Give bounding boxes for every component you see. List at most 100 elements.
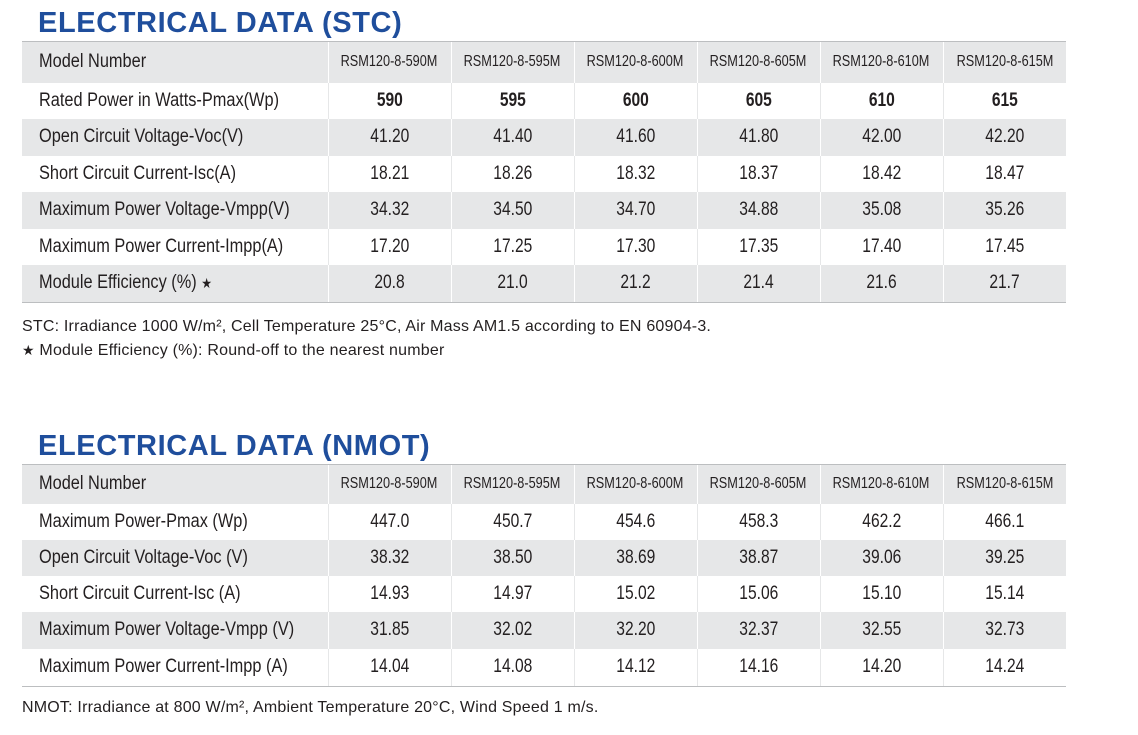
stc-cell: 41.20 bbox=[327, 118, 451, 156]
nmot-model-header: RSM120-8-590M bbox=[327, 464, 451, 504]
stc-row-label: Rated Power in Watts-Pmax(Wp) bbox=[39, 89, 280, 111]
nmot-cell: 38.69 bbox=[573, 539, 697, 576]
nmot-row-impp: Maximum Power Current-Impp (A) 14.04 14.… bbox=[22, 648, 1066, 687]
nmot-model-header: RSM120-8-615M bbox=[942, 464, 1066, 504]
nmot-title: ELECTRICAL DATA (NMOT) bbox=[38, 430, 431, 462]
stc-cell: 34.32 bbox=[327, 191, 451, 229]
nmot-cell: 15.06 bbox=[696, 575, 820, 612]
stc-cell: 615 bbox=[942, 82, 1066, 119]
nmot-row-label: Short Circuit Current-Isc (A) bbox=[39, 582, 241, 604]
nmot-cell: 14.24 bbox=[942, 648, 1066, 687]
stc-row-label: Maximum Power Voltage-Vmpp(V) bbox=[22, 191, 328, 229]
stc-cell: 21.0 bbox=[450, 264, 574, 303]
stc-model-header: RSM120-8-605M bbox=[696, 41, 820, 83]
nmot-cell: 458.3 bbox=[696, 503, 820, 540]
stc-cell: 21.2 bbox=[573, 264, 697, 303]
nmot-row-label: Maximum Power Voltage-Vmpp (V) bbox=[22, 611, 328, 649]
nmot-model-header: RSM120-8-600M bbox=[573, 464, 697, 504]
stc-cell: 595 bbox=[450, 82, 574, 119]
nmot-cell: 14.97 bbox=[450, 575, 574, 612]
nmot-table: Model Number RSM120-8-590M RSM120-8-595M… bbox=[22, 464, 1066, 687]
stc-model-header: RSM120-8-615M bbox=[942, 41, 1066, 83]
stc-row-label: Short Circuit Current-Isc(A) bbox=[39, 162, 237, 184]
nmot-cell: 14.12 bbox=[573, 648, 697, 687]
stc-cell: 605 bbox=[696, 82, 820, 119]
stc-cell: 34.70 bbox=[573, 191, 697, 229]
stc-row-isc: Short Circuit Current-Isc(A) 18.21 18.26… bbox=[22, 155, 1066, 192]
nmot-cell: 447.0 bbox=[327, 503, 451, 540]
nmot-header-row: Model Number RSM120-8-590M RSM120-8-595M… bbox=[22, 464, 1066, 504]
nmot-row-vmpp: Maximum Power Voltage-Vmpp (V) 31.85 32.… bbox=[22, 611, 1066, 649]
stc-cell: 41.80 bbox=[696, 118, 820, 156]
stc-cell: 18.47 bbox=[942, 155, 1066, 192]
nmot-model-header: RSM120-8-605M bbox=[696, 464, 820, 504]
nmot-cell: 32.37 bbox=[696, 611, 820, 649]
stc-model-header: RSM120-8-600M bbox=[573, 41, 697, 83]
stc-row-impp: Maximum Power Current-Impp(A) 17.20 17.2… bbox=[22, 228, 1066, 265]
nmot-row-label: Open Circuit Voltage-Voc (V) bbox=[22, 539, 328, 576]
stc-model-header: RSM120-8-610M bbox=[819, 41, 943, 83]
stc-cell: 35.08 bbox=[819, 191, 943, 229]
stc-cell: 34.88 bbox=[696, 191, 820, 229]
nmot-cell: 466.1 bbox=[942, 503, 1066, 540]
nmot-cell: 15.02 bbox=[573, 575, 697, 612]
nmot-cell: 450.7 bbox=[450, 503, 574, 540]
nmot-cell: 38.87 bbox=[696, 539, 820, 576]
stc-cell: 17.35 bbox=[696, 228, 820, 265]
nmot-row-label: Maximum Power Current-Impp (A) bbox=[22, 648, 328, 687]
stc-footnote-efficiency: ★ Module Efficiency (%): Round-off to th… bbox=[22, 342, 445, 359]
star-icon: ★ bbox=[201, 275, 213, 292]
stc-row-label: Open Circuit Voltage-Voc(V) bbox=[22, 118, 328, 156]
stc-row-voc: Open Circuit Voltage-Voc(V) 41.20 41.40 … bbox=[22, 118, 1066, 156]
nmot-cell: 15.10 bbox=[819, 575, 943, 612]
nmot-cell: 39.06 bbox=[819, 539, 943, 576]
nmot-cell: 39.25 bbox=[942, 539, 1066, 576]
stc-row-efficiency: Module Efficiency (%) ★ 20.8 21.0 21.2 2… bbox=[22, 264, 1066, 303]
nmot-cell: 32.20 bbox=[573, 611, 697, 649]
stc-cell: 35.26 bbox=[942, 191, 1066, 229]
nmot-cell: 32.02 bbox=[450, 611, 574, 649]
stc-cell: 21.4 bbox=[696, 264, 820, 303]
stc-cell: 34.50 bbox=[450, 191, 574, 229]
nmot-cell: 32.55 bbox=[819, 611, 943, 649]
nmot-cell: 14.08 bbox=[450, 648, 574, 687]
stc-cell: 42.20 bbox=[942, 118, 1066, 156]
nmot-cell: 14.04 bbox=[327, 648, 451, 687]
stc-cell: 17.25 bbox=[450, 228, 574, 265]
stc-header-label: Model Number bbox=[22, 41, 328, 83]
stc-cell: 590 bbox=[327, 82, 451, 119]
stc-cell: 18.32 bbox=[573, 155, 697, 192]
stc-row-label: Maximum Power Current-Impp(A) bbox=[39, 235, 284, 257]
nmot-cell: 14.93 bbox=[327, 575, 451, 612]
stc-cell: 18.26 bbox=[450, 155, 574, 192]
stc-title: ELECTRICAL DATA (STC) bbox=[38, 7, 403, 39]
stc-table: Model Number RSM120-8-590M RSM120-8-595M… bbox=[22, 41, 1066, 303]
nmot-cell: 15.14 bbox=[942, 575, 1066, 612]
nmot-cell: 462.2 bbox=[819, 503, 943, 540]
stc-row-label: Module Efficiency (%) ★ bbox=[22, 264, 328, 303]
star-icon: ★ bbox=[22, 342, 35, 358]
stc-cell: 41.60 bbox=[573, 118, 697, 156]
stc-cell: 17.45 bbox=[942, 228, 1066, 265]
stc-cell: 20.8 bbox=[327, 264, 451, 303]
stc-model-header: RSM120-8-590M bbox=[327, 41, 451, 83]
nmot-row-pmax: Maximum Power-Pmax (Wp) 447.0 450.7 454.… bbox=[22, 503, 1066, 540]
stc-cell: 18.42 bbox=[819, 155, 943, 192]
stc-cell: 17.30 bbox=[573, 228, 697, 265]
nmot-cell: 14.16 bbox=[696, 648, 820, 687]
nmot-model-header: RSM120-8-595M bbox=[450, 464, 574, 504]
stc-cell: 600 bbox=[573, 82, 697, 119]
nmot-cell: 31.85 bbox=[327, 611, 451, 649]
nmot-cell: 38.50 bbox=[450, 539, 574, 576]
stc-cell: 610 bbox=[819, 82, 943, 119]
nmot-model-header: RSM120-8-610M bbox=[819, 464, 943, 504]
stc-cell: 18.21 bbox=[327, 155, 451, 192]
stc-cell: 41.40 bbox=[450, 118, 574, 156]
stc-row-rated-power: Rated Power in Watts-Pmax(Wp) 590 595 60… bbox=[22, 82, 1066, 119]
stc-model-header: RSM120-8-595M bbox=[450, 41, 574, 83]
nmot-cell: 32.73 bbox=[942, 611, 1066, 649]
nmot-header-label: Model Number bbox=[22, 464, 328, 504]
stc-cell: 17.20 bbox=[327, 228, 451, 265]
stc-header-row: Model Number RSM120-8-590M RSM120-8-595M… bbox=[22, 41, 1066, 83]
nmot-row-voc: Open Circuit Voltage-Voc (V) 38.32 38.50… bbox=[22, 539, 1066, 576]
